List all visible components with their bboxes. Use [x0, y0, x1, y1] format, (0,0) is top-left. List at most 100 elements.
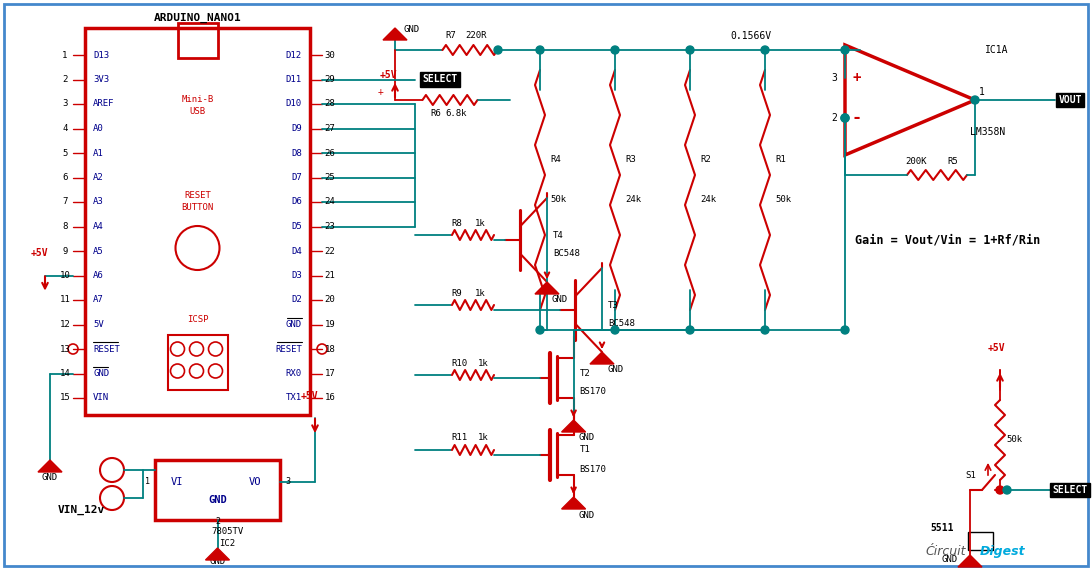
Text: 2: 2 [831, 113, 836, 123]
Text: R11: R11 [451, 434, 467, 442]
Circle shape [841, 114, 848, 122]
Text: 18: 18 [324, 344, 335, 353]
Text: GND: GND [579, 434, 595, 442]
Text: Mini-B: Mini-B [181, 96, 214, 104]
Text: T4: T4 [553, 230, 563, 239]
Text: 0.1566V: 0.1566V [729, 31, 771, 41]
Text: IC1A: IC1A [985, 45, 1009, 55]
Text: GND: GND [41, 474, 58, 482]
Text: VI: VI [170, 477, 183, 487]
Circle shape [996, 486, 1004, 494]
Text: D12: D12 [286, 51, 302, 59]
Text: R5: R5 [947, 157, 958, 165]
Text: 19: 19 [324, 320, 335, 329]
Text: D5: D5 [292, 222, 302, 231]
Text: 1k: 1k [478, 359, 489, 368]
Text: T3: T3 [608, 300, 619, 310]
Text: +: + [378, 87, 384, 97]
Text: +5V: +5V [988, 343, 1006, 353]
Text: D7: D7 [292, 173, 302, 182]
Circle shape [1002, 486, 1011, 494]
Bar [167, 335, 227, 390]
Text: GND: GND [403, 26, 419, 35]
Text: S1: S1 [965, 471, 976, 481]
Text: GND: GND [607, 365, 624, 374]
Text: 6: 6 [62, 173, 68, 182]
Polygon shape [561, 497, 585, 509]
Text: BUTTON: BUTTON [181, 202, 214, 211]
Text: GND: GND [551, 295, 568, 304]
Text: IC2: IC2 [219, 539, 236, 548]
Text: 25: 25 [324, 173, 335, 182]
Text: A5: A5 [93, 246, 104, 255]
Circle shape [761, 46, 769, 54]
Text: A6: A6 [93, 271, 104, 280]
Text: 4: 4 [62, 124, 68, 133]
Text: R9: R9 [451, 288, 462, 298]
Circle shape [686, 46, 695, 54]
Circle shape [761, 326, 769, 334]
Text: 17: 17 [324, 369, 335, 378]
Text: 5: 5 [62, 149, 68, 157]
Text: R1: R1 [775, 156, 786, 165]
Text: SELECT: SELECT [423, 75, 458, 84]
Circle shape [841, 46, 848, 54]
Circle shape [612, 326, 619, 334]
Text: VOUT: VOUT [1058, 95, 1082, 105]
Text: 24: 24 [324, 197, 335, 206]
Text: VIN_12v: VIN_12v [58, 505, 105, 515]
Text: A0: A0 [93, 124, 104, 133]
Text: 8: 8 [62, 222, 68, 231]
Text: GND: GND [286, 320, 302, 329]
Text: A3: A3 [93, 197, 104, 206]
Text: A1: A1 [93, 149, 104, 157]
Text: A7: A7 [93, 295, 104, 304]
Text: 24k: 24k [625, 196, 641, 205]
Circle shape [686, 326, 695, 334]
Text: 13: 13 [60, 344, 70, 353]
Polygon shape [38, 460, 62, 472]
Circle shape [971, 96, 980, 104]
Text: VO: VO [249, 477, 261, 487]
Text: BS170: BS170 [580, 388, 606, 397]
Text: R4: R4 [550, 156, 561, 165]
Text: T2: T2 [580, 368, 591, 377]
Circle shape [841, 326, 848, 334]
Text: TX1: TX1 [286, 393, 302, 402]
Circle shape [612, 46, 619, 54]
Text: 5V: 5V [93, 320, 104, 329]
Text: D2: D2 [292, 295, 302, 304]
Text: GND: GND [210, 557, 226, 567]
Text: ICSP: ICSP [187, 316, 209, 324]
Text: 27: 27 [324, 124, 335, 133]
Text: 22: 22 [324, 246, 335, 255]
Text: -: - [852, 109, 862, 127]
Circle shape [494, 46, 502, 54]
Text: 21: 21 [324, 271, 335, 280]
Text: 3: 3 [285, 478, 290, 487]
Text: 1: 1 [980, 87, 985, 97]
Text: 220R: 220R [465, 31, 487, 40]
Text: 7: 7 [62, 197, 68, 206]
Text: 24k: 24k [700, 196, 716, 205]
Text: 50k: 50k [775, 196, 791, 205]
Text: +: + [853, 71, 862, 85]
Text: D6: D6 [292, 197, 302, 206]
Text: 50k: 50k [550, 196, 566, 205]
Text: BC548: BC548 [608, 320, 634, 328]
Text: +5V: +5V [31, 249, 49, 259]
Text: VIN: VIN [93, 393, 109, 402]
Text: D3: D3 [292, 271, 302, 280]
Text: 29: 29 [324, 75, 335, 84]
Circle shape [841, 114, 848, 122]
Text: BC548: BC548 [553, 250, 580, 259]
Text: 26: 26 [324, 149, 335, 157]
Text: 10: 10 [60, 271, 70, 280]
Text: ARDUINO_NANO1: ARDUINO_NANO1 [154, 13, 241, 23]
Text: SELECT: SELECT [1053, 485, 1088, 495]
Text: 1: 1 [62, 51, 68, 59]
Text: 30: 30 [324, 51, 335, 59]
Text: D11: D11 [286, 75, 302, 84]
Text: 3V3: 3V3 [93, 75, 109, 84]
Bar [178, 23, 217, 58]
